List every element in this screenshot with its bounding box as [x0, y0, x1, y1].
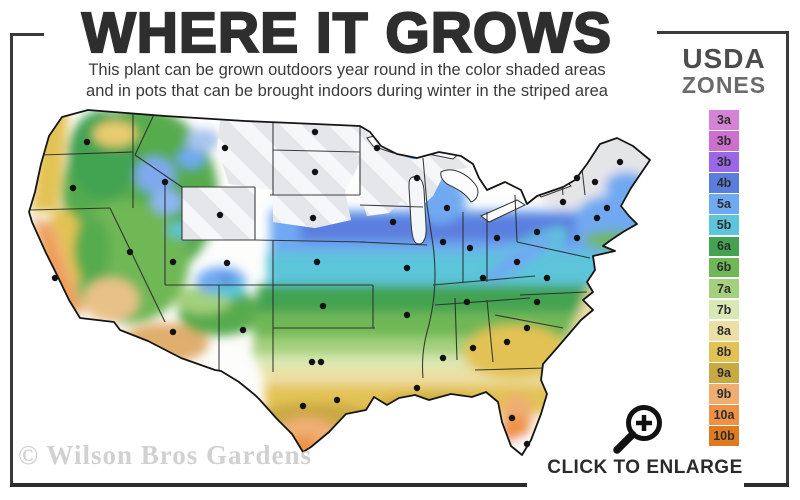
zone-chip-label: 8b [716, 344, 732, 359]
zone-chip-5b-5: 5b [709, 215, 739, 236]
frame-bottom-right-line [744, 483, 789, 487]
click-to-enlarge-button[interactable]: CLICK TO ENLARGE [547, 457, 743, 478]
zone-chip-label: 7b [716, 302, 732, 317]
zone-chip-6b-7: 6b [709, 257, 739, 278]
zone-chip-list: 3a 3b 3b 4b 5a 5b 6a 6b 7a 7b 8a 8b 9a 9b 10a 10b [662, 110, 786, 446]
zone-chip-10a-14: 10a [709, 405, 739, 425]
frame-right-line [786, 31, 789, 487]
frame-top-left-line [10, 33, 44, 36]
usda-zones-usa-map [15, 100, 663, 476]
state-dots [51, 128, 624, 448]
usa-map-svg [28, 109, 651, 456]
zone-chip-label: 10b [713, 429, 735, 444]
zone-chip-3b-2: 3b [709, 152, 739, 172]
zone-chip-6a-6: 6a [709, 236, 739, 257]
zone-chip-3b-1: 3b [709, 131, 739, 151]
subtitle-line-2: and in pots that can be brought indoors … [86, 82, 608, 101]
zone-chip-label: 3a [717, 112, 731, 127]
frame-top-right-line [657, 31, 789, 34]
zone-chip-label: 4b [716, 176, 732, 191]
watermark: © Wilson Bros Gardens [18, 440, 312, 470]
zone-chip-label: 10a [713, 408, 735, 423]
zone-chip-8a-10: 8a [709, 320, 739, 341]
zone-chip-9a-12: 9a [709, 363, 739, 383]
zone-chip-label: 5a [717, 197, 731, 212]
zone-chip-label: 6a [717, 239, 731, 254]
zone-chip-4b-3: 4b [709, 173, 739, 193]
page-title: WHERE IT GROWS [81, 0, 613, 66]
subtitle-line-1: This plant can be grown outdoors year ro… [88, 61, 606, 79]
legend-title-usda: USDA [682, 43, 766, 74]
frame-left-line [10, 33, 13, 487]
zone-chip-3a-0: 3a [709, 110, 739, 130]
state-borders [29, 110, 591, 379]
zone-chip-label: 9a [717, 365, 731, 380]
frame-bottom-line [10, 483, 527, 487]
usda-zones-legend: USDA ZONES 3a 3b 3b 4b 5a 5b 6a 6b 7a 7b 8a 8b 9a 9b 1… [662, 45, 786, 446]
zone-chip-label: 3b [716, 154, 732, 169]
subtitle: This plant can be grown outdoors year ro… [22, 60, 672, 103]
zone-chip-8b-11: 8b [709, 342, 739, 362]
zone-chip-10b-15: 10b [709, 426, 739, 446]
zone-chip-7b-9: 7b [709, 299, 739, 320]
legend-title-zones: ZONES [681, 72, 767, 98]
zone-chip-label: 5b [716, 218, 732, 233]
zone-chip-5a-4: 5a [709, 194, 739, 214]
zone-chip-label: 8a [717, 323, 731, 338]
zone-chip-label: 3b [716, 133, 732, 148]
zone-chip-label: 6b [716, 260, 732, 275]
zone-chip-7a-8: 7a [709, 278, 739, 299]
magnifier-zoom-icon[interactable] [600, 398, 672, 460]
zone-chip-label: 9b [716, 387, 732, 402]
zone-chip-9b-13: 9b [709, 384, 739, 404]
zone-chip-label: 7a [717, 281, 731, 296]
